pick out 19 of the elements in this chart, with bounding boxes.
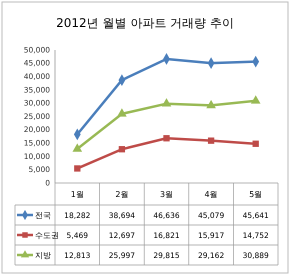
- point: [208, 138, 214, 144]
- point: [206, 100, 216, 108]
- point: [74, 165, 80, 172]
- x-tick-label: 4월: [204, 190, 218, 199]
- x-tick-label: 5월: [249, 190, 262, 199]
- x-tick-label: 1월: [70, 190, 84, 199]
- point: [250, 95, 261, 104]
- point: [162, 98, 172, 106]
- point: [252, 140, 259, 147]
- legend-label: 수도권: [35, 231, 59, 240]
- point: [117, 108, 127, 117]
- point: [72, 143, 82, 152]
- x-tick-label: 2월: [115, 190, 128, 199]
- chart-title: 2012년 월별 아파트 거래량 추이: [56, 16, 234, 30]
- x-tick-label: 3월: [160, 190, 174, 199]
- point: [118, 146, 126, 152]
- point: [163, 135, 170, 142]
- legend-label: 전국: [35, 211, 51, 220]
- legend-label: 지방: [35, 251, 51, 260]
